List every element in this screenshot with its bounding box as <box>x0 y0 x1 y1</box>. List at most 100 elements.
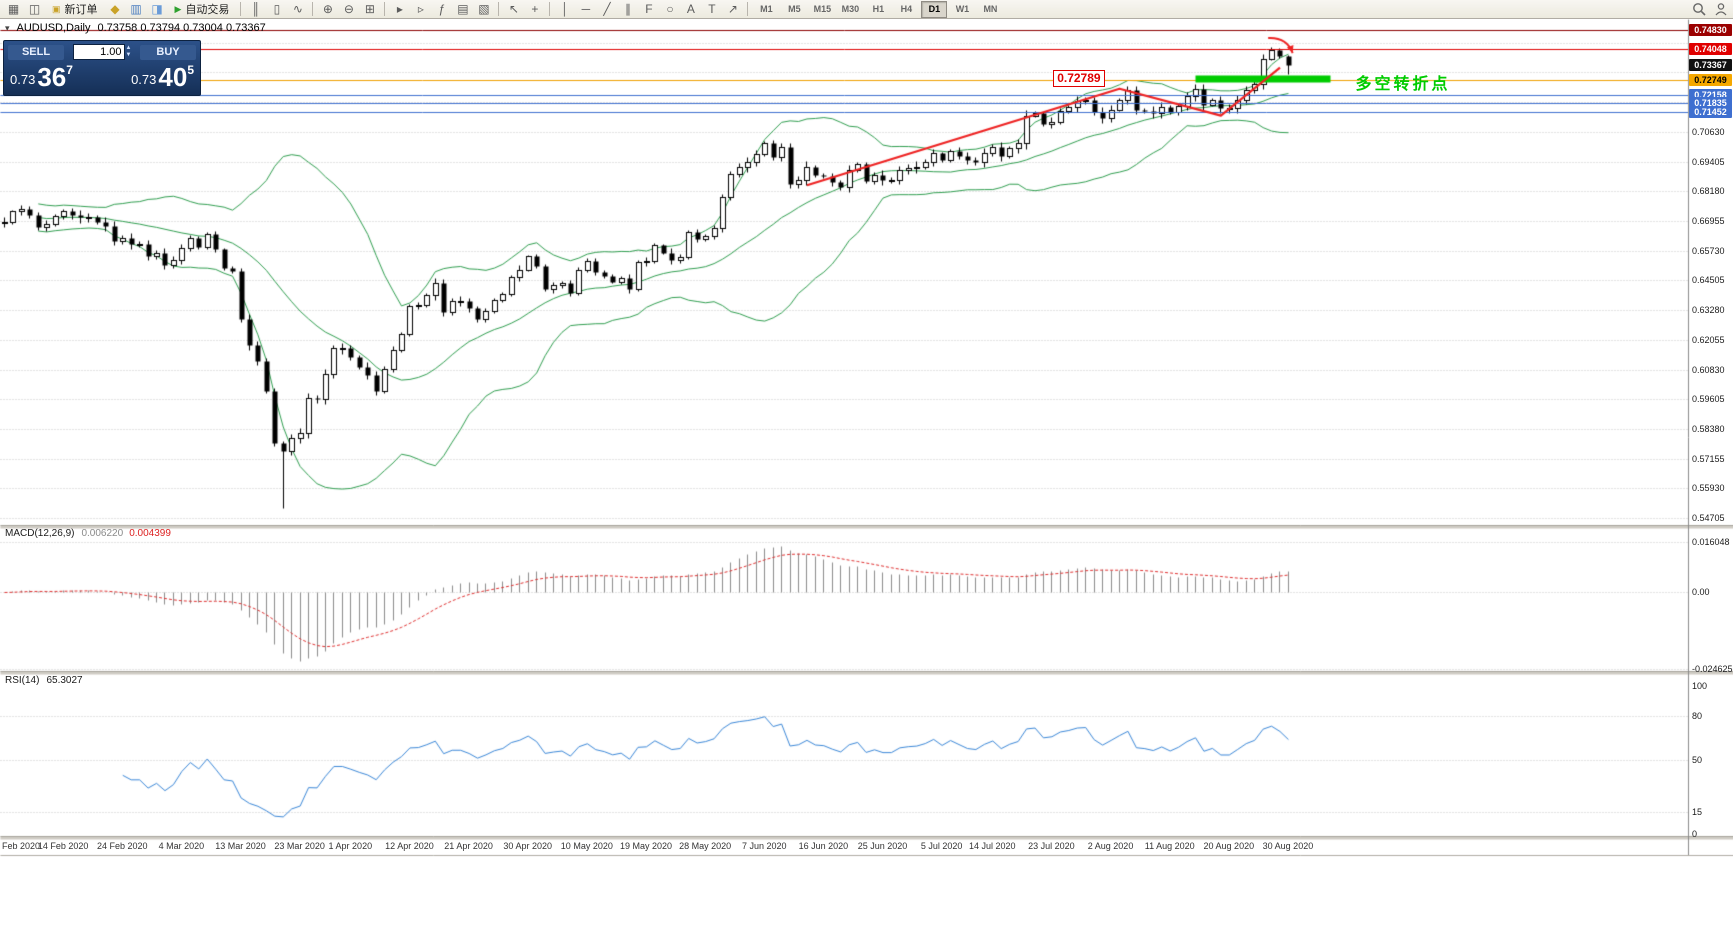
volume-spinner: ▲ ▼ <box>126 45 132 59</box>
trade-panel-prices: 0.73 36 7 0.73 40 5 <box>4 61 200 93</box>
timeframe-m30-button[interactable]: M30 <box>841 4 860 14</box>
trendline-button[interactable]: ╱ <box>603 2 611 16</box>
time-axis-label: 14 Feb 2020 <box>37 841 89 851</box>
timeframe-mn-button[interactable]: MN <box>983 4 998 14</box>
text-label-button[interactable]: T <box>708 2 716 16</box>
time-axis-label: 13 Mar 2020 <box>215 841 266 851</box>
time-axis-label: 5 Jul 2020 <box>920 841 963 851</box>
price-axis-label: 0.57155 <box>1692 453 1725 464</box>
rsi-axis-label: 80 <box>1692 710 1703 721</box>
time-axis-label: 30 Apr 2020 <box>503 841 552 851</box>
window-list-button[interactable]: ◫ <box>28 2 41 16</box>
chart-shift-button[interactable]: ▹ <box>417 2 424 16</box>
chart-ohlc-values: 0.73758 0.73794 0.73004 0.73367 <box>97 22 266 34</box>
time-axis-label: 16 Jun 2020 <box>798 841 849 851</box>
time-axis-label: 20 Aug 2020 <box>1203 841 1255 851</box>
time-axis-label: 4 Mar 2020 <box>158 841 205 851</box>
crosshair-button[interactable]: + <box>531 2 539 16</box>
timeframe-m5-button[interactable]: M5 <box>788 4 801 14</box>
vertical-line-button[interactable]: │ <box>561 2 569 16</box>
timeframe-h1-button[interactable]: H1 <box>872 4 885 14</box>
volume-up-button[interactable]: ▲ <box>125 45 132 51</box>
time-axis-label: 12 Apr 2020 <box>385 841 434 851</box>
time-axis-label: 25 Jun 2020 <box>857 841 908 851</box>
one-click-trading-panel: SELL ▲ ▼ BUY 0.73 36 7 0.73 40 5 <box>3 40 201 96</box>
time-axis-label: 14 Jul 2020 <box>969 841 1016 851</box>
bars-chart-button[interactable]: ║ <box>251 2 261 16</box>
fibonacci-button[interactable]: F <box>645 2 653 16</box>
market-watch-button[interactable]: ▥ <box>130 2 142 16</box>
navigator-button[interactable]: ◨ <box>151 2 163 16</box>
metaeditor-button[interactable]: ◆ <box>110 2 120 16</box>
new-order-button-label: 新订单 <box>64 4 98 16</box>
price-axis-label: 0.60830 <box>1692 364 1725 375</box>
text-button[interactable]: A <box>686 2 695 16</box>
timeframe-m1-button[interactable]: M1 <box>760 4 773 14</box>
toolbar-separator <box>498 2 500 16</box>
price-flag-0-72789[interactable]: 0.72789 <box>1053 70 1105 88</box>
sell-button[interactable]: 0.73 36 7 <box>6 61 77 93</box>
one-click-collapse-icon[interactable]: ▾ <box>5 22 10 33</box>
new-order-button[interactable]: ▣ 新订单 <box>45 1 105 18</box>
search-icon[interactable] <box>1692 2 1706 21</box>
toolbar-separator <box>384 2 386 16</box>
toolbar-separator <box>549 2 551 16</box>
new-order-icon: ▣ <box>52 3 61 14</box>
time-axis-label: 7 Jun 2020 <box>741 841 787 851</box>
sell-price-pips: 36 <box>37 62 67 92</box>
price-axis-label: 0.64505 <box>1692 275 1725 286</box>
cursor-button[interactable]: ↖ <box>508 2 519 16</box>
equidistant-channel-button[interactable]: ∥ <box>624 2 631 16</box>
templates-button[interactable]: ▧ <box>478 2 490 16</box>
price-axis-label: 0.54705 <box>1692 513 1725 524</box>
price-axis-badge-0.72749: 0.72749 <box>1689 74 1732 87</box>
time-axis-label: 23 Mar 2020 <box>274 841 325 851</box>
time-axis-label: 24 Feb 2020 <box>96 841 148 851</box>
zoom-out-button[interactable]: ⊖ <box>343 2 354 16</box>
tile-windows-button[interactable]: ⊞ <box>364 2 375 16</box>
horizontal-line-button[interactable]: ─ <box>581 2 591 16</box>
volume-input[interactable] <box>72 44 125 60</box>
price-axis-label: 0.65730 <box>1692 245 1725 256</box>
shapes-button[interactable]: ○ <box>666 2 674 16</box>
autotrading-button[interactable]: ▶ 自动交易 <box>168 1 237 18</box>
timeframe-w1-button[interactable]: W1 <box>955 4 970 14</box>
rsi-indicator-label: RSI(14) 65.3027 <box>5 675 83 686</box>
time-axis-label: 28 May 2020 <box>679 841 732 851</box>
buy-label: BUY <box>140 44 196 60</box>
auto-scroll-button[interactable]: ▸ <box>396 2 403 16</box>
turning-point-text: 多空转折点 <box>1355 75 1451 93</box>
price-axis-label: 0.63280 <box>1692 305 1725 316</box>
periods-dropdown-button[interactable]: ▤ <box>457 2 469 16</box>
volume-control: ▲ ▼ <box>64 44 140 60</box>
price-axis-badge-0.74830: 0.74830 <box>1689 24 1732 36</box>
macd-axis-label: -0.024625 <box>1692 663 1733 674</box>
time-axis-label: 23 Jul 2020 <box>1028 841 1075 851</box>
time-axis-label: 2 Aug 2020 <box>1087 841 1134 851</box>
timeframe-h4-button[interactable]: H4 <box>900 4 913 14</box>
trade-panel-top-row: SELL ▲ ▼ BUY <box>4 41 200 61</box>
account-icon[interactable] <box>1714 2 1728 21</box>
buy-button[interactable]: 0.73 40 5 <box>127 61 198 93</box>
zoom-in-button[interactable]: ⊕ <box>322 2 333 16</box>
price-axis-badge-0.74048: 0.74048 <box>1689 42 1732 55</box>
macd-name: MACD(12,26,9) <box>5 528 75 539</box>
time-axis-label: 19 May 2020 <box>619 841 672 851</box>
macd-axis-label: 0.00 <box>1692 587 1710 597</box>
line-chart-button[interactable]: ∿ <box>292 2 303 16</box>
new-chart-button[interactable]: ▦ <box>7 2 20 16</box>
macd-main-value: 0.006220 <box>81 528 124 539</box>
autotrading-icon: ▶ <box>174 3 182 14</box>
price-axis-label: 0.59605 <box>1692 394 1725 405</box>
candlestick-chart-button[interactable]: ▯ <box>273 2 281 16</box>
indicators-button[interactable]: ƒ <box>438 2 446 16</box>
volume-down-button[interactable]: ▼ <box>125 52 132 58</box>
timeframe-d1-button[interactable]: D1 <box>921 0 948 18</box>
price-axis-badge-0.73367: 0.73367 <box>1689 59 1732 72</box>
rsi-axis-label: 0 <box>1692 829 1698 839</box>
arrows-button[interactable]: ↗ <box>727 2 738 16</box>
timeframe-m15-button[interactable]: M15 <box>813 4 832 14</box>
buy-price-point: 5 <box>187 63 194 77</box>
